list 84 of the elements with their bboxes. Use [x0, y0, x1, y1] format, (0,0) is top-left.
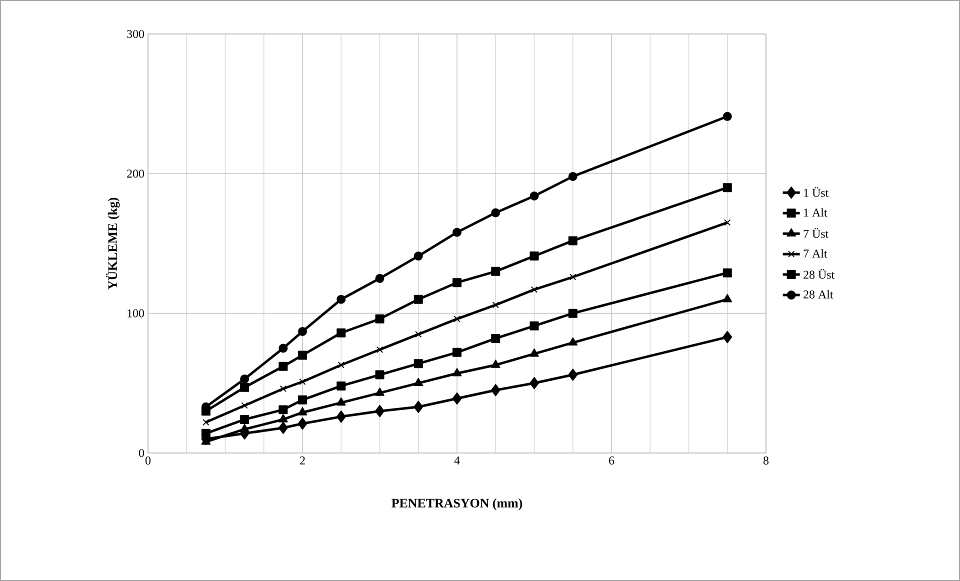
point [530, 192, 539, 200]
point [530, 377, 539, 390]
point [530, 321, 539, 330]
point [376, 346, 384, 353]
x-axis-title: PENETRASYON (mm) [392, 498, 522, 510]
point [336, 397, 346, 406]
point [375, 314, 384, 324]
y-tick-label: 100 [128, 309, 144, 318]
y-axis-title: YÜKLEME (kg) [106, 198, 120, 290]
point [568, 337, 578, 346]
x-tick-label: 6 [609, 456, 614, 465]
legend-label: 1 Alt [804, 208, 828, 217]
point [492, 302, 499, 308]
point [452, 228, 462, 237]
point [202, 418, 210, 426]
point [568, 368, 578, 381]
point [241, 402, 248, 409]
legend-label: 1 Üst [804, 187, 829, 197]
point [338, 362, 344, 368]
point [568, 236, 578, 246]
point [375, 274, 384, 283]
legend-label: 7 Alt [804, 249, 828, 258]
point [278, 422, 288, 434]
point [240, 424, 250, 432]
point [724, 219, 731, 226]
x-tick-label: 0 [145, 456, 151, 465]
point [491, 266, 500, 276]
point [568, 308, 578, 318]
point [415, 330, 422, 338]
point [570, 274, 576, 280]
point [298, 395, 308, 404]
point [452, 278, 462, 288]
point [414, 359, 423, 368]
x-tick-label: 4 [454, 456, 460, 464]
y-tick-label: 300 [127, 30, 144, 38]
point [298, 418, 308, 430]
point [278, 362, 288, 371]
point [452, 368, 462, 376]
point [375, 404, 384, 418]
point [298, 350, 308, 360]
point [336, 410, 346, 423]
point [278, 405, 288, 414]
point [414, 252, 423, 261]
point [491, 334, 500, 343]
point [568, 172, 578, 181]
point [278, 344, 288, 353]
legend-label: 28 Alt [804, 290, 834, 299]
point [490, 384, 500, 396]
point [280, 385, 287, 392]
point [299, 378, 306, 386]
point [240, 374, 250, 384]
x-tick-label: 2 [300, 456, 305, 464]
point [414, 294, 423, 304]
point [452, 348, 462, 357]
x-tick-label: 8 [763, 456, 769, 465]
point [336, 294, 346, 304]
legend-label: 7 Üst [804, 228, 829, 238]
point [722, 183, 732, 192]
point [336, 328, 346, 338]
point [336, 381, 346, 390]
point [452, 392, 462, 405]
point [298, 326, 308, 336]
point [490, 360, 500, 368]
point [722, 330, 732, 344]
y-tick-label: 0 [138, 448, 144, 458]
point [722, 112, 732, 121]
point [491, 208, 500, 218]
point [375, 370, 384, 380]
point [722, 294, 732, 302]
point [414, 378, 424, 386]
point [240, 382, 250, 392]
point [530, 348, 539, 357]
legend-label: 28 Üst [804, 268, 835, 279]
point [298, 407, 308, 416]
point [240, 414, 250, 424]
y-tick-label: 200 [127, 170, 144, 178]
point [414, 400, 424, 413]
point [530, 286, 538, 293]
point [375, 388, 384, 396]
point [454, 316, 460, 322]
point [201, 428, 210, 438]
point [530, 252, 539, 261]
point [278, 414, 288, 422]
point [722, 268, 732, 278]
